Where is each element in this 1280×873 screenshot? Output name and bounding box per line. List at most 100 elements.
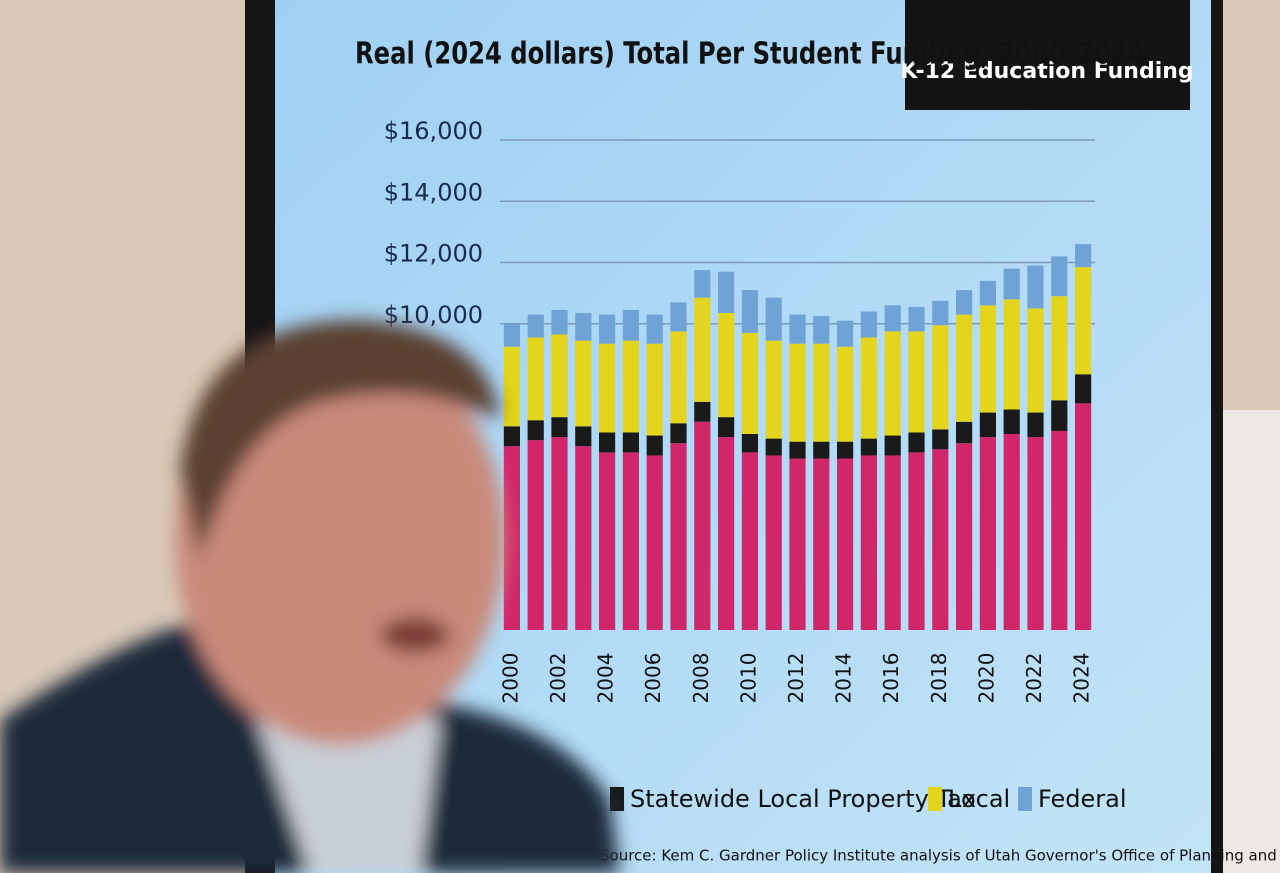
bar-segment [956,290,973,315]
bar-segment [860,455,877,630]
bar-segment [908,331,925,433]
bar-segment [1027,437,1044,630]
bar-segment [932,449,949,630]
bar-segment [599,432,616,453]
bar-segment [908,432,925,453]
bar-segment [718,271,735,314]
bar-segment [694,297,711,402]
x-tick-label: 2004 [594,653,618,704]
bar-segment [1075,244,1092,268]
bar-segment [622,432,639,453]
bar-segment [718,313,735,418]
bar-segment [789,458,806,630]
bar-segment [551,334,568,418]
bar-segment [1051,296,1068,401]
bar-segment [1027,308,1044,413]
x-tick-label: 2018 [927,653,951,704]
bar-segment [527,420,544,441]
bar-segment [575,340,592,427]
chart-title: Real (2024 dollars) Total Per Student Fu… [355,37,1145,72]
bar-segment [1027,412,1044,438]
x-tick-label: 2012 [784,653,808,704]
legend-swatch [1018,787,1032,811]
bar-segment [694,401,711,422]
bar-segment [884,435,901,456]
bar-segment [884,331,901,436]
bar-segment [551,309,568,335]
bar-segment [932,429,949,450]
x-tick-label: 2016 [879,653,903,704]
bar-segment [503,426,520,447]
bar-segment [765,340,782,439]
bar-segment [1003,434,1020,630]
bar-segment [1051,400,1068,431]
bar-segment [741,332,758,434]
bar-segment [765,438,782,456]
x-tick-label: 2000 [498,653,522,704]
bar-segment [789,343,806,442]
bar-segment [837,458,854,630]
badge [905,0,1190,110]
bar-segment [932,300,949,326]
bar-segment [884,305,901,332]
y-tick-label: $16,000 [384,117,483,145]
bar-segment [908,452,925,630]
x-tick-label: 2008 [689,653,713,704]
bar-segment [599,452,616,630]
bar-segment [741,452,758,630]
bar-segment [575,313,592,341]
bar-segment [1003,409,1020,434]
wall-panel [1220,410,1280,873]
x-tick-label: 2002 [546,653,570,704]
bar-segment [813,441,830,459]
bar-segment [670,423,687,444]
bar-segment [789,441,806,459]
bar-segment [694,421,711,630]
bar-segment [718,417,735,438]
bar-segment [908,306,925,332]
bar-segment [503,346,520,427]
bar-segment [1051,430,1068,630]
bar-segment [789,314,806,344]
bar-segment [979,280,996,306]
bar-segment [551,417,568,438]
bar-segment [718,437,735,630]
legend-label: Federal [1038,785,1127,813]
bar-segment [932,325,949,430]
bar-segment [527,337,544,421]
bar-segment [551,437,568,630]
bar-segment [646,455,663,630]
bar-segment [741,290,758,333]
bar-segment [599,314,616,344]
bar-segment [979,412,996,438]
x-tick-label: 2006 [641,653,665,704]
bar-segment [765,297,782,341]
badge-text: K-12 Education Funding [900,59,1193,84]
bar-segment [527,440,544,630]
legend-label: Local [948,785,1010,813]
y-tick-label: $14,000 [384,178,483,206]
bar-segment [575,426,592,447]
bar-segment [694,270,711,298]
bar-segment [622,452,639,630]
bar-segment [979,437,996,630]
bar-segment [765,455,782,630]
bar-segment [1003,268,1020,300]
x-tick-label: 2010 [736,653,760,704]
bar-segment [1027,265,1044,309]
bar-segment [860,311,877,338]
bar-segment [670,302,687,332]
bar-segment [956,443,973,630]
bar-segment [837,346,854,442]
bar-segment [1075,403,1092,630]
bar-segment [956,421,973,444]
bar-segment [860,337,877,439]
plot: $10,000 $12,000 $14,000 $16,000 2000 2002 2004… [384,117,1127,813]
bar-segment [575,446,592,630]
source: Source: Kem C. Gardner Policy Institute … [600,847,1280,865]
bar-segment [1075,374,1092,404]
bar-segment [1075,267,1092,375]
bar-segment [813,343,830,442]
